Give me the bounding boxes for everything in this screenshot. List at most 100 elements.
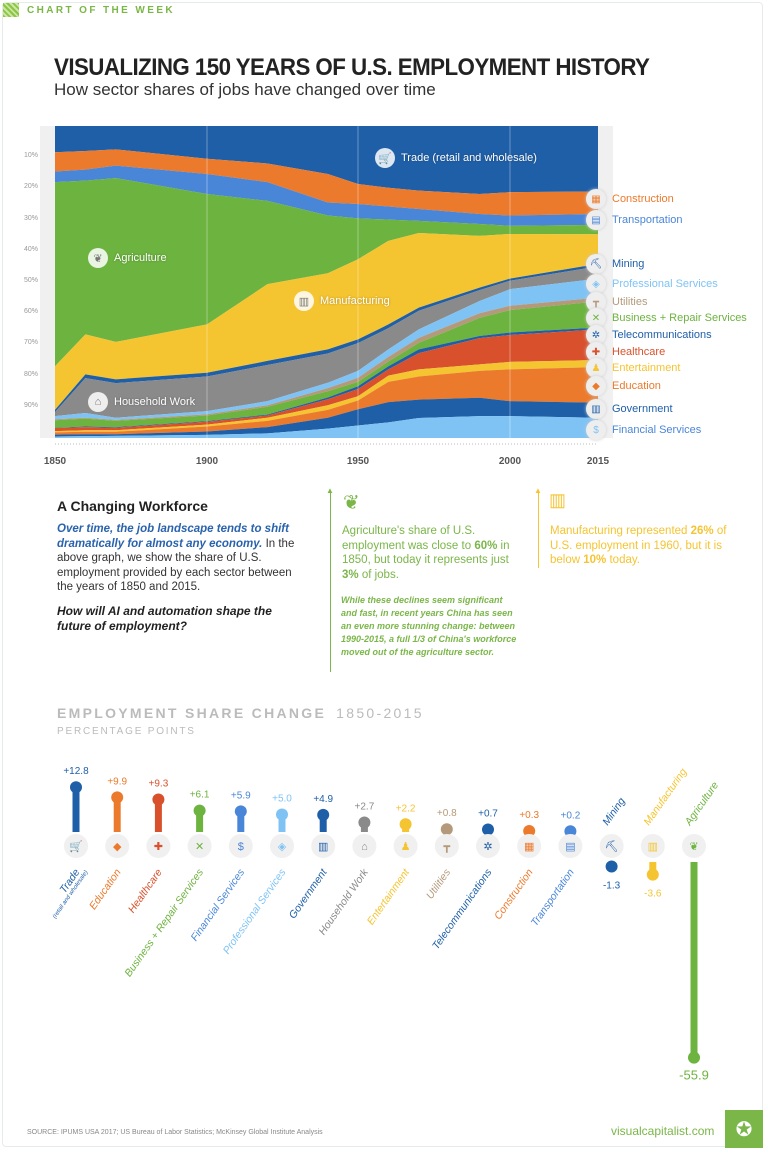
tools-icon: ✕ — [586, 308, 606, 328]
bar-utilities: +0.8 Utilities ┳ — [424, 808, 459, 901]
legend-entertainment: ♟ Entertainment — [586, 358, 680, 378]
bar-agriculture: -55.9 Agriculture ❦ — [679, 780, 721, 1083]
value-label: +0.3 — [519, 810, 539, 821]
area-household-work — [55, 266, 598, 418]
wheat-icon: ❦ — [343, 492, 360, 514]
legend-utilities: ┳ Utilities — [586, 292, 647, 312]
bar-education: +9.9 Education ◆ — [87, 776, 130, 912]
legend-label: Healthcare — [612, 346, 666, 358]
sector-icon: ▥ — [318, 841, 328, 853]
bar-transportation: +0.2 Transportation ▤ — [529, 810, 583, 929]
label-agriculture: ❦ Agriculture — [88, 248, 167, 268]
bar-head — [399, 818, 412, 831]
bar-head — [605, 860, 618, 873]
legend-government: ▥ Government — [586, 399, 673, 419]
bar-head — [440, 823, 453, 836]
value-label: +6.1 — [190, 790, 210, 801]
shopping-cart-icon: 🛒 — [375, 148, 395, 168]
legend-transportation: ▤ Transportation — [586, 210, 683, 230]
bar-head — [111, 791, 124, 804]
bar-business-repair-services: +6.1 Business + Repair Services ✕ — [122, 790, 212, 979]
lollipop-title: EMPLOYMENT SHARE CHANGE 1850-2015 — [57, 705, 424, 721]
x-tick-label: 2015 — [586, 456, 610, 467]
legend-education: ◆ Education — [586, 376, 661, 396]
brand-link[interactable]: visualcapitalist.com — [611, 1124, 715, 1138]
legend-professional-services: ◈ Professional Services — [586, 274, 718, 294]
category-label: Transportation — [529, 867, 577, 929]
page-subtitle: How sector shares of jobs have changed o… — [54, 80, 436, 99]
question: How will AI and automation shape the fut… — [57, 604, 272, 633]
value-label: -55.9 — [679, 1068, 709, 1083]
x-tick-label: 2000 — [498, 456, 522, 467]
sector-icon: ◈ — [278, 841, 287, 853]
area-trade-retail-and-wholesale- — [55, 126, 598, 195]
capitol-icon: ▥ — [586, 399, 606, 419]
graduation-cap-icon: ◆ — [586, 376, 606, 396]
bar-stem — [154, 799, 162, 832]
area-transportation — [55, 165, 598, 226]
bar-head — [523, 824, 536, 837]
legend-label: Entertainment — [612, 362, 681, 374]
bar-head — [70, 781, 82, 794]
x-tick-label: 1850 — [43, 456, 67, 467]
label-household: ⌂ Household Work — [88, 392, 195, 412]
icon-circle — [517, 834, 542, 858]
legend-label: Telecommunications — [612, 329, 712, 341]
y-tick-label: 30% — [24, 214, 39, 222]
sector-icon: ◆ — [113, 841, 122, 853]
y-tick-label: 40% — [24, 245, 39, 253]
bar-head — [234, 805, 247, 818]
value-label: +0.8 — [437, 808, 457, 819]
label-manufacturing: ▥ Manufacturing — [294, 291, 390, 311]
bar-head — [317, 808, 330, 821]
icon-circle — [270, 834, 294, 858]
manufacturing-fact: Manufacturing represented 26% of U.S. em… — [550, 525, 727, 566]
icon-circle — [393, 834, 418, 858]
sector-icon: 🛒 — [69, 840, 83, 853]
bar-head — [482, 823, 494, 836]
sector-icon: ▥ — [648, 841, 658, 853]
category-label: Utilities — [424, 866, 454, 901]
sector-icon: ⛏ — [605, 840, 619, 853]
bar-stem — [113, 797, 121, 832]
section-heading: A Changing Workforce — [57, 498, 208, 514]
area-government — [55, 397, 598, 437]
bar-stem — [690, 862, 698, 1058]
briefcase-icon: ◈ — [586, 274, 606, 294]
legend-healthcare: ✚ Healthcare — [586, 342, 665, 362]
legend-label: Financial Services — [612, 424, 702, 436]
value-label: +2.7 — [355, 802, 375, 813]
brand-logo-icon: ✪ — [725, 1110, 763, 1148]
value-label: +5.9 — [231, 790, 251, 801]
legend-telecommunications: ✲ Telecommunications — [586, 325, 712, 345]
construction-icon: ▦ — [586, 189, 606, 209]
y-tick-label: 60% — [24, 308, 39, 316]
bar-head — [358, 816, 371, 829]
y-tick-label: 70% — [24, 339, 39, 347]
house-icon: ⌂ — [88, 392, 108, 412]
label-trade: 🛒 Trade (retail and wholesale) — [375, 148, 537, 168]
sector-icon: ▦ — [524, 841, 534, 853]
legend-financial-services: $ Financial Services — [586, 420, 701, 440]
area-education — [55, 367, 598, 435]
value-label: +5.0 — [272, 794, 292, 805]
area-financial-services — [55, 416, 598, 438]
legend-label: Mining — [612, 258, 645, 270]
value-label: +4.9 — [313, 794, 333, 805]
bar-head — [276, 808, 288, 821]
factory-icon: ▥ — [549, 490, 567, 510]
sector-icon: ▤ — [565, 841, 575, 853]
icon-circle — [146, 834, 171, 858]
joystick-icon: ♟ — [586, 358, 606, 378]
arrow-up-icon: ▲ — [326, 486, 334, 495]
bar-manufacturing: -3.6 Manufacturing ▥ — [640, 766, 690, 900]
value-label: +0.7 — [478, 809, 498, 820]
category-label: Business + Repair Services — [122, 866, 206, 979]
lollipop-subtitle: PERCENTAGE POINTS — [57, 726, 196, 737]
mfg-arrow-line — [538, 492, 539, 568]
icon-circle — [311, 834, 336, 858]
icon-circle — [187, 834, 212, 858]
area-healthcare — [55, 329, 598, 432]
